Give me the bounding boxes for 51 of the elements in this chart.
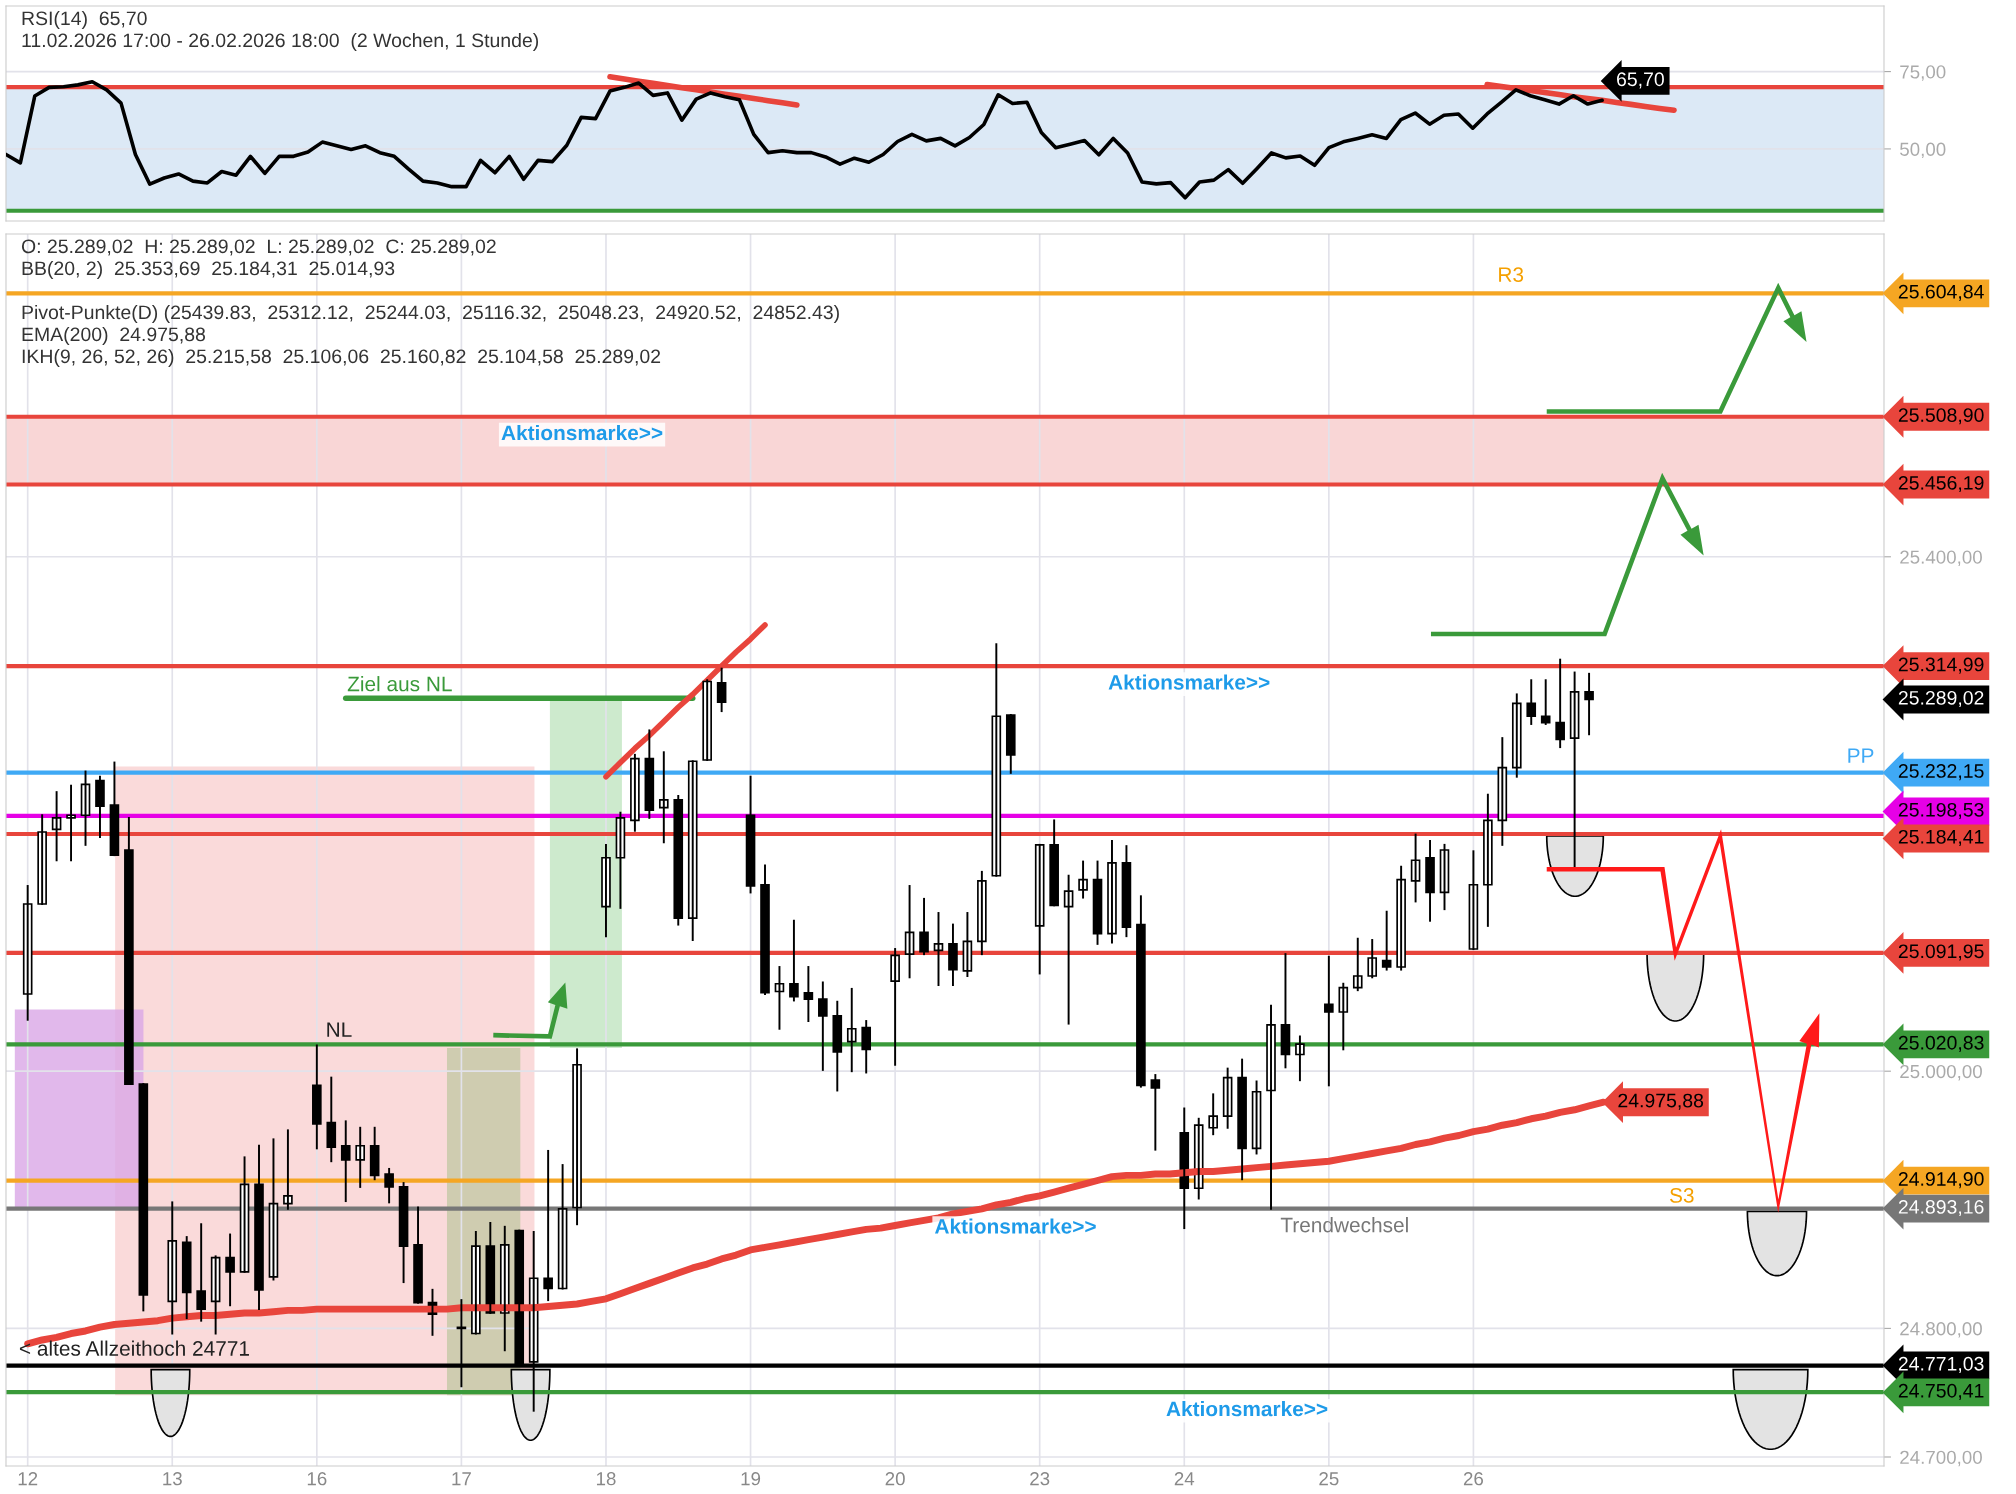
annotation: Trendwechsel	[1280, 1217, 1408, 1233]
y-tick-label: 50,00	[1900, 142, 1946, 159]
y-tick-label: 25.000,00	[1900, 1064, 1982, 1081]
text: 25.289,02	[1898, 690, 1984, 708]
ref-line-label: 25.604,84	[1898, 284, 1984, 301]
ref-line-label: 25.091,95	[1898, 944, 1984, 961]
x-tick-label: 18	[596, 1472, 616, 1486]
text: S3	[1669, 1188, 1694, 1203]
x-tick-label: 16	[307, 1472, 327, 1486]
annotation: 11.02.2026 17:00 - 26.02.2026 18:00 (2 Wochen, 1 Stunde)	[22, 32, 539, 52]
y-tick-label: 24.800,00	[1900, 1322, 1982, 1338]
x-tick-label: 25	[1319, 1472, 1339, 1486]
x-tick-label: 17	[452, 1472, 471, 1486]
series-label: Ziel aus NL	[347, 676, 452, 692]
ref-line-label: 25.184,41	[1898, 829, 1984, 846]
x-tick-label: 20	[885, 1472, 905, 1486]
annotation: RSI(14) 65,70	[22, 10, 147, 30]
ref-line-label: 25.232,15	[1898, 764, 1984, 781]
x-tick-label: 19	[741, 1472, 761, 1486]
x-tick-label: 24	[1174, 1472, 1195, 1486]
annotation: Aktionsmarke>>	[501, 424, 663, 441]
ref-line-label: 24.771,03	[1898, 1356, 1984, 1373]
annotation: EMA(200) 24.975,88	[22, 326, 206, 346]
data-label: 24.975,88	[1618, 1093, 1704, 1110]
x-tick-label: 12	[18, 1472, 38, 1486]
annotation: Aktionsmarke>>	[1166, 1400, 1328, 1417]
ref-line-label: 25.020,83	[1898, 1035, 1984, 1052]
x-tick-label: 26	[1463, 1472, 1484, 1486]
annotation: BB(20, 2) 25.353,69 25.184,31 25.014,93	[22, 260, 395, 280]
annotation: NL	[327, 1022, 352, 1037]
y-tick-label: 25.400,00	[1900, 550, 1982, 566]
ref-line-label: 24.914,90	[1898, 1172, 1984, 1189]
ref-line-label: 25.314,99	[1898, 657, 1984, 674]
annotation: Pivot-Punkte(D) (25439.83, 25312.12, 25244.03, 25116.32, 25048.23, 24920.52, 24852.43)	[22, 304, 839, 324]
annotation: IKH(9, 26, 52, 26) 25.215,58 25.106,06 25.160,82 25.104,58 25.289,02	[22, 348, 661, 368]
y-tick-label: 75,00	[1900, 65, 1946, 81]
annotation: R3	[1499, 267, 1524, 283]
ref-line-label: 25.198,53	[1898, 802, 1984, 819]
x-tick-label: 13	[163, 1472, 182, 1486]
annotation: < altes Allzeithoch 24771	[19, 1340, 249, 1356]
annotation: Aktionsmarke>>	[934, 1218, 1096, 1234]
annotation: O: 25.289,02 H: 25.289,02 L: 25.289,02 C: 25.289,02	[21, 239, 496, 256]
y-tick-label: 24.700,00	[1900, 1450, 1982, 1467]
ref-line-label: 24.750,41	[1898, 1383, 1984, 1400]
ref-line-label: 25.508,90	[1898, 408, 1984, 425]
annotation: Aktionsmarke>>	[1108, 674, 1270, 690]
text: PP	[1848, 748, 1874, 763]
ref-line-label: 25.456,19	[1898, 475, 1984, 493]
data-label: 65,70	[1617, 72, 1664, 89]
x-tick-label: 23	[1030, 1472, 1050, 1486]
ref-line-label: 24.893,16	[1898, 1200, 1984, 1217]
